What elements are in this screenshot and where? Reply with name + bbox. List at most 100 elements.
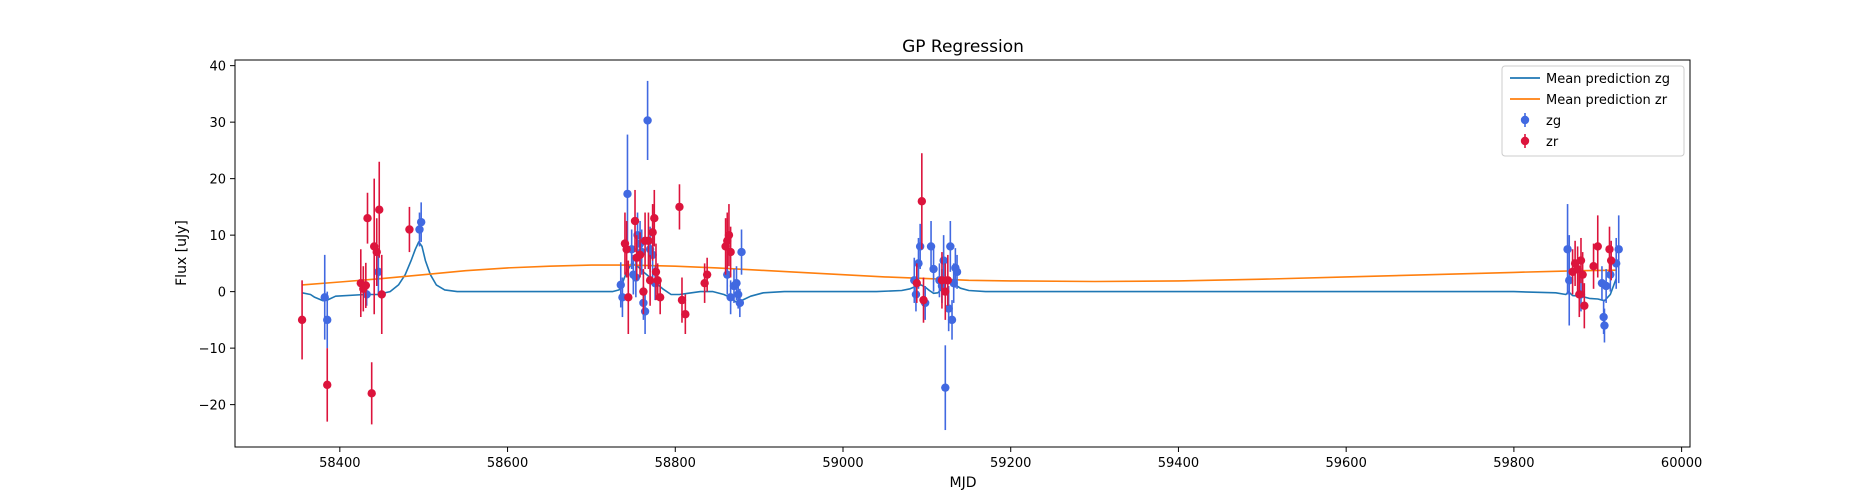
zg-data-point <box>737 247 746 257</box>
zr-data-point <box>635 250 645 260</box>
zg-data-point <box>944 304 953 313</box>
zr-data-point <box>630 216 640 226</box>
zg-data-point <box>735 298 745 308</box>
legend-marker-swatch <box>1520 136 1530 146</box>
zr-data-point <box>724 230 734 240</box>
zr-data-point <box>644 236 653 245</box>
legend-label: Mean prediction zg <box>1546 72 1670 87</box>
zr-data-point <box>405 225 414 234</box>
legend-box <box>1501 65 1685 157</box>
y-tick-label: 30 <box>209 116 226 131</box>
series-line-mean-zr <box>302 264 1617 286</box>
x-tick-label: 59200 <box>990 456 1031 471</box>
x-tick-label: 59800 <box>1493 456 1534 471</box>
legend-label: zg <box>1546 114 1561 129</box>
zr-data-point <box>726 247 735 257</box>
zr-data-point <box>943 276 953 285</box>
zr-data-point <box>917 197 927 206</box>
zr-data-point <box>1576 256 1586 265</box>
x-tick-label: 58600 <box>487 456 528 471</box>
series-points-zg <box>320 80 1623 431</box>
zg-data-point <box>946 242 955 251</box>
series-points-zr <box>297 153 1616 425</box>
zr-data-point <box>639 287 648 296</box>
zr-data-point <box>1573 264 1582 274</box>
zg-data-point <box>1614 245 1623 254</box>
zg-data-point <box>1565 276 1574 285</box>
zg-data-point <box>941 383 950 392</box>
y-tick-label: 10 <box>209 229 226 244</box>
plot-frame <box>234 59 1691 448</box>
tick-layer: 58400 58600 58800 59000 59200 59400 59600 59800… <box>199 60 1703 471</box>
zg-data-point <box>416 217 426 227</box>
zg-data-point <box>415 225 424 234</box>
zr-data-point <box>1589 262 1598 271</box>
zg-data-point <box>947 315 957 325</box>
zr-data-point <box>375 205 384 214</box>
legend-label: zr <box>1546 135 1559 150</box>
zg-data-point <box>914 259 923 268</box>
zr-data-point <box>624 293 633 302</box>
x-tick-label: 58400 <box>319 456 360 471</box>
zg-data-point <box>726 293 735 302</box>
x-tick-label: 60000 <box>1661 456 1702 471</box>
y-tick-label: 40 <box>209 60 226 75</box>
x-axis-label: MJD <box>950 475 977 491</box>
zr-data-point <box>645 276 655 285</box>
zg-data-point <box>1600 321 1609 330</box>
zg-data-point <box>732 278 741 288</box>
legend-marker-swatch <box>1520 115 1530 125</box>
zr-data-point <box>650 213 659 223</box>
y-tick-label: 0 <box>218 286 226 301</box>
zr-data-point <box>363 213 372 223</box>
zg-data-point <box>631 273 641 282</box>
zg-data-point <box>1563 245 1572 254</box>
zg-data-point <box>952 267 962 277</box>
zg-data-point <box>929 264 938 274</box>
point-layer <box>297 80 1623 431</box>
zr-data-point <box>361 281 371 290</box>
zg-data-point <box>939 256 948 265</box>
zr-data-point <box>377 290 386 299</box>
zg-data-point <box>323 315 332 325</box>
zr-data-point <box>651 267 661 277</box>
zr-data-point <box>1575 290 1584 299</box>
legend-items: Mean prediction zg Mean prediction zr zg zr <box>1510 72 1670 150</box>
zr-data-point <box>912 278 921 288</box>
x-tick-label: 58800 <box>655 456 696 471</box>
zg-data-point <box>616 280 625 290</box>
zg-data-point <box>640 307 650 316</box>
zr-data-point <box>1605 245 1614 254</box>
zr-data-point <box>677 295 687 305</box>
y-tick-label: −20 <box>199 399 226 414</box>
zg-data-point <box>1599 312 1608 322</box>
zr-data-point <box>367 389 376 398</box>
zg-data-point <box>623 189 632 199</box>
y-axis-label: Flux [uJy] <box>174 220 190 286</box>
y-tick-label: −10 <box>199 342 226 357</box>
y-tick-label: 20 <box>209 173 226 188</box>
x-tick-label: 59600 <box>1325 456 1366 471</box>
zg-data-point <box>915 242 925 251</box>
zr-data-point <box>681 310 690 319</box>
zg-data-point <box>1606 270 1615 279</box>
zr-data-point <box>919 295 928 305</box>
zr-data-point <box>702 270 712 279</box>
zr-data-point <box>1606 256 1616 265</box>
zr-data-point <box>675 202 684 212</box>
zg-data-point <box>618 293 627 302</box>
x-tick-label: 59000 <box>822 456 863 471</box>
zr-data-point <box>297 315 307 325</box>
legend-label: Mean prediction zr <box>1546 93 1668 108</box>
zr-data-point <box>1578 270 1587 279</box>
legend: Mean prediction zg Mean prediction zr zg zr <box>1501 65 1685 157</box>
chart-title: GP Regression <box>902 37 1024 57</box>
zr-data-point <box>648 228 657 237</box>
zr-data-point <box>1593 242 1602 251</box>
zr-data-point <box>622 245 631 254</box>
zg-data-point <box>1601 281 1611 291</box>
zr-data-point <box>655 293 665 302</box>
zg-data-point <box>733 290 743 299</box>
